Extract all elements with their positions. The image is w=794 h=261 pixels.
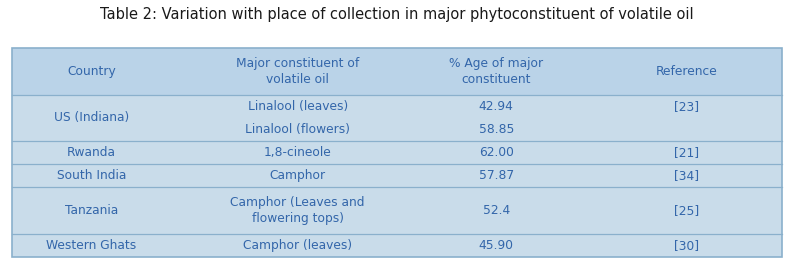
Bar — [12, 187, 782, 211]
Text: 58.85: 58.85 — [479, 123, 514, 136]
Text: 62.00: 62.00 — [479, 146, 514, 159]
Text: Linalool (leaves): Linalool (leaves) — [248, 100, 348, 113]
Text: Major constituent of
volatile oil: Major constituent of volatile oil — [236, 57, 360, 86]
Text: 42.94: 42.94 — [479, 100, 514, 113]
Text: Linalool (flowers): Linalool (flowers) — [245, 123, 350, 136]
Text: 57.87: 57.87 — [479, 169, 514, 182]
Bar — [12, 164, 782, 187]
Text: Camphor: Camphor — [270, 169, 326, 182]
Text: Country: Country — [67, 65, 116, 78]
Text: 52.4: 52.4 — [483, 204, 510, 217]
Text: [25]: [25] — [674, 204, 700, 217]
Text: [34]: [34] — [674, 169, 700, 182]
Text: [30]: [30] — [674, 239, 700, 252]
Text: US (Indiana): US (Indiana) — [54, 111, 129, 124]
Bar — [12, 118, 782, 141]
Text: Camphor (Leaves and
flowering tops): Camphor (Leaves and flowering tops) — [230, 196, 365, 225]
Text: [21]: [21] — [674, 146, 700, 159]
Text: 1,8-cineole: 1,8-cineole — [264, 146, 332, 159]
Text: South India: South India — [56, 169, 126, 182]
Bar — [12, 234, 782, 257]
Text: Western Ghats: Western Ghats — [46, 239, 137, 252]
Text: Table 2: Variation with place of collection in major phytoconstituent of volatil: Table 2: Variation with place of collect… — [100, 7, 694, 21]
Text: % Age of major
constituent: % Age of major constituent — [449, 57, 543, 86]
Bar — [12, 48, 782, 257]
Bar — [12, 211, 782, 234]
Text: Reference: Reference — [656, 65, 718, 78]
Text: Rwanda: Rwanda — [67, 146, 116, 159]
Bar — [12, 95, 782, 118]
Text: 45.90: 45.90 — [479, 239, 514, 252]
Text: Tanzania: Tanzania — [64, 204, 118, 217]
Bar — [12, 48, 782, 95]
Bar — [12, 141, 782, 164]
Text: [23]: [23] — [674, 100, 700, 113]
Text: Camphor (leaves): Camphor (leaves) — [243, 239, 353, 252]
